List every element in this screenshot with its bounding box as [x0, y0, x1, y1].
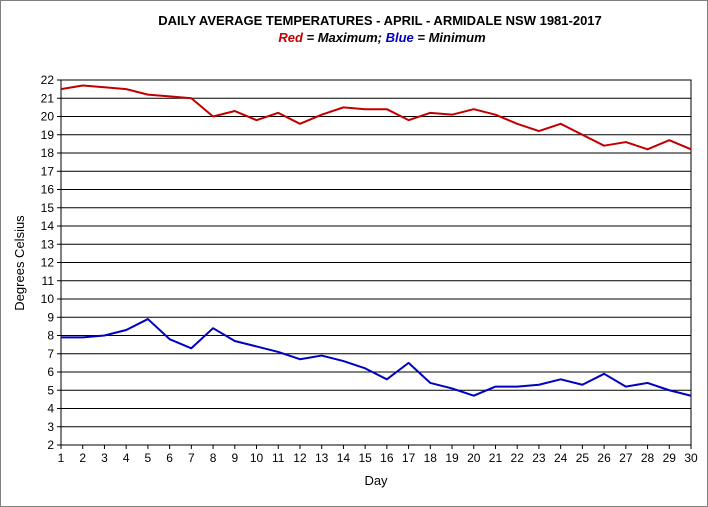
x-tick-label-18: 18	[424, 451, 438, 465]
x-tick-label-15: 15	[358, 451, 372, 465]
x-tick-label-23: 23	[532, 451, 546, 465]
legend-blue-word: Blue	[386, 30, 414, 45]
y-tick-label-14: 14	[41, 219, 55, 233]
y-axis-ticks: 2 3 4 5 6 7 8 9 10 11 12 13 14 15 16 17 18 19 20 21 22	[41, 73, 61, 452]
y-tick-label-15: 15	[41, 201, 55, 215]
chart-title: DAILY AVERAGE TEMPERATURES - APRIL - ARM…	[158, 13, 602, 28]
x-tick-label-4: 4	[123, 451, 130, 465]
x-tick-label-10: 10	[250, 451, 264, 465]
y-tick-label-16: 16	[41, 183, 55, 197]
x-tick-label-28: 28	[641, 451, 655, 465]
x-tick-label-13: 13	[315, 451, 329, 465]
series-line-maximum	[60, 84, 692, 151]
x-tick-label-26: 26	[597, 451, 611, 465]
y-tick-label-19: 19	[41, 128, 55, 142]
gridlines	[61, 79, 691, 446]
x-tick-label-16: 16	[380, 451, 394, 465]
legend-red-rest: = Maximum;	[303, 30, 386, 45]
y-tick-label-21: 21	[41, 91, 55, 105]
y-tick-label-20: 20	[41, 110, 55, 124]
x-tick-label-1: 1	[58, 451, 65, 465]
x-tick-label-22: 22	[511, 451, 525, 465]
y-tick-label-18: 18	[41, 146, 55, 160]
y-tick-label-13: 13	[41, 237, 55, 251]
y-tick-label-3: 3	[47, 420, 54, 434]
x-tick-label-24: 24	[554, 451, 568, 465]
x-tick-label-30: 30	[684, 451, 698, 465]
x-tick-label-12: 12	[293, 451, 307, 465]
y-tick-label-7: 7	[47, 347, 54, 361]
x-tick-label-14: 14	[337, 451, 351, 465]
series-line-minimum	[61, 318, 692, 397]
x-tick-label-17: 17	[402, 451, 416, 465]
x-tick-label-8: 8	[210, 451, 217, 465]
x-tick-label-6: 6	[166, 451, 173, 465]
y-tick-label-11: 11	[42, 274, 55, 288]
x-tick-label-19: 19	[445, 451, 459, 465]
x-tick-label-11: 11	[272, 451, 285, 465]
y-tick-label-8: 8	[47, 329, 54, 343]
y-tick-label-6: 6	[47, 365, 54, 379]
x-tick-label-20: 20	[467, 451, 481, 465]
x-tick-label-5: 5	[145, 451, 152, 465]
x-axis-label: Day	[364, 473, 388, 488]
x-tick-label-29: 29	[663, 451, 677, 465]
x-axis-ticks: 1 2 3 4 5 6 7 8 9 10 11 12 13 14 15 16 17 18 19 20 21 22 23 24 2…	[58, 445, 698, 465]
y-tick-label-10: 10	[41, 292, 55, 306]
legend-blue-rest: = Minimum	[414, 30, 486, 45]
x-tick-label-9: 9	[231, 451, 238, 465]
series-lines	[60, 84, 692, 397]
x-tick-label-21: 21	[489, 451, 503, 465]
y-tick-label-22: 22	[41, 73, 55, 87]
y-tick-label-4: 4	[47, 402, 54, 416]
y-tick-label-12: 12	[41, 256, 55, 270]
y-tick-label-2: 2	[47, 438, 54, 452]
x-tick-label-3: 3	[101, 451, 108, 465]
legend-red-word: Red	[278, 30, 304, 45]
y-tick-label-9: 9	[47, 310, 54, 324]
y-axis-label: Degrees Celsius	[12, 215, 27, 311]
x-tick-label-27: 27	[619, 451, 633, 465]
chart-subtitle: Red = Maximum; Blue = Minimum	[278, 30, 486, 45]
y-tick-label-5: 5	[47, 383, 54, 397]
x-tick-label-7: 7	[188, 451, 195, 465]
y-tick-label-17: 17	[41, 164, 55, 178]
x-tick-label-25: 25	[576, 451, 590, 465]
x-tick-label-2: 2	[79, 451, 86, 465]
